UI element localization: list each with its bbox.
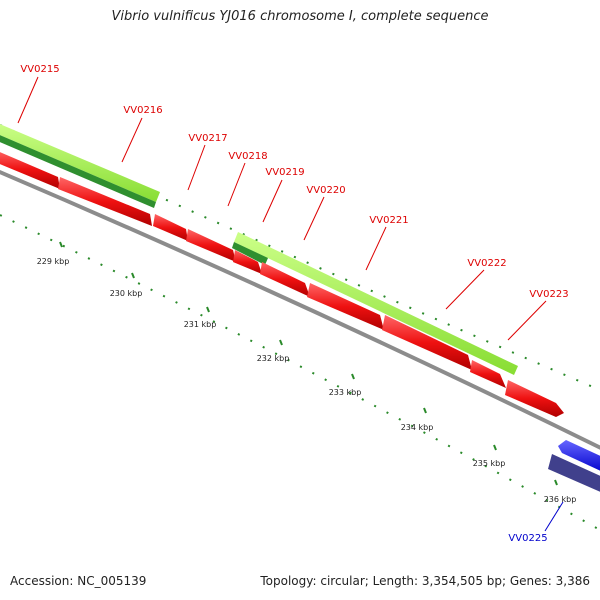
major-ticks	[59, 241, 558, 486]
label-leaders	[17, 76, 564, 532]
cds-arrow-9	[470, 360, 506, 388]
cds-arrow-7	[307, 283, 384, 330]
gene-label-vv0222: VV0222	[467, 258, 506, 269]
accession-text: Accession: NC_005139	[10, 574, 147, 588]
cds-arrow-10	[505, 380, 564, 417]
tick-label-234: 234 kbp	[401, 423, 434, 432]
tick-label-236: 236 kbp	[544, 495, 577, 504]
forward-gene-band	[0, 124, 518, 375]
forward-cds-track	[0, 152, 564, 417]
tick-label-232: 232 kbp	[257, 354, 290, 363]
gene-label-vv0223: VV0223	[529, 289, 568, 300]
gene-label-vv0221: VV0221	[369, 215, 408, 226]
cds-arrow-3	[153, 214, 188, 241]
topology-summary-text: Topology: circular; Length: 3,354,505 bp…	[260, 574, 590, 588]
gene-label-vv0215: VV0215	[20, 64, 59, 75]
gene-band-vv0215-0216	[0, 124, 160, 202]
gene-label-vv0217: VV0217	[188, 133, 227, 144]
gene-label-vv0218: VV0218	[228, 151, 267, 162]
gene-band-vv0215-0216-dark	[0, 135, 156, 208]
gene-label-vv0225: VV0225	[508, 533, 547, 544]
gene-label-vv0216: VV0216	[123, 105, 162, 116]
tick-label-230: 230 kbp	[110, 289, 143, 298]
gene-band-vv0219-0223	[234, 232, 518, 375]
map-title: Vibrio vulnificus YJ016 chromosome I, co…	[111, 9, 489, 24]
tick-label-235: 235 kbp	[473, 459, 506, 468]
cds-arrow-8	[382, 315, 472, 370]
cds-arrow-4	[186, 229, 236, 262]
cds-arrow-1	[0, 152, 60, 189]
gene-label-vv0219: VV0219	[265, 167, 304, 178]
reverse-cds-arrow	[558, 440, 600, 471]
gene-band-vv0219-dark	[232, 242, 268, 265]
cds-arrow-2	[58, 177, 152, 226]
reverse-gene-band	[548, 454, 600, 492]
tick-label-229: 229 kbp	[37, 257, 70, 266]
reverse-cds-track	[548, 440, 600, 492]
cds-arrow-5	[233, 250, 262, 274]
backbone-line	[0, 169, 600, 450]
gene-label-vv0220: VV0220	[306, 185, 345, 196]
tick-label-233: 233 kbp	[329, 388, 362, 397]
tick-label-231: 231 kbp	[184, 320, 217, 329]
cds-arrow-6	[260, 262, 310, 297]
